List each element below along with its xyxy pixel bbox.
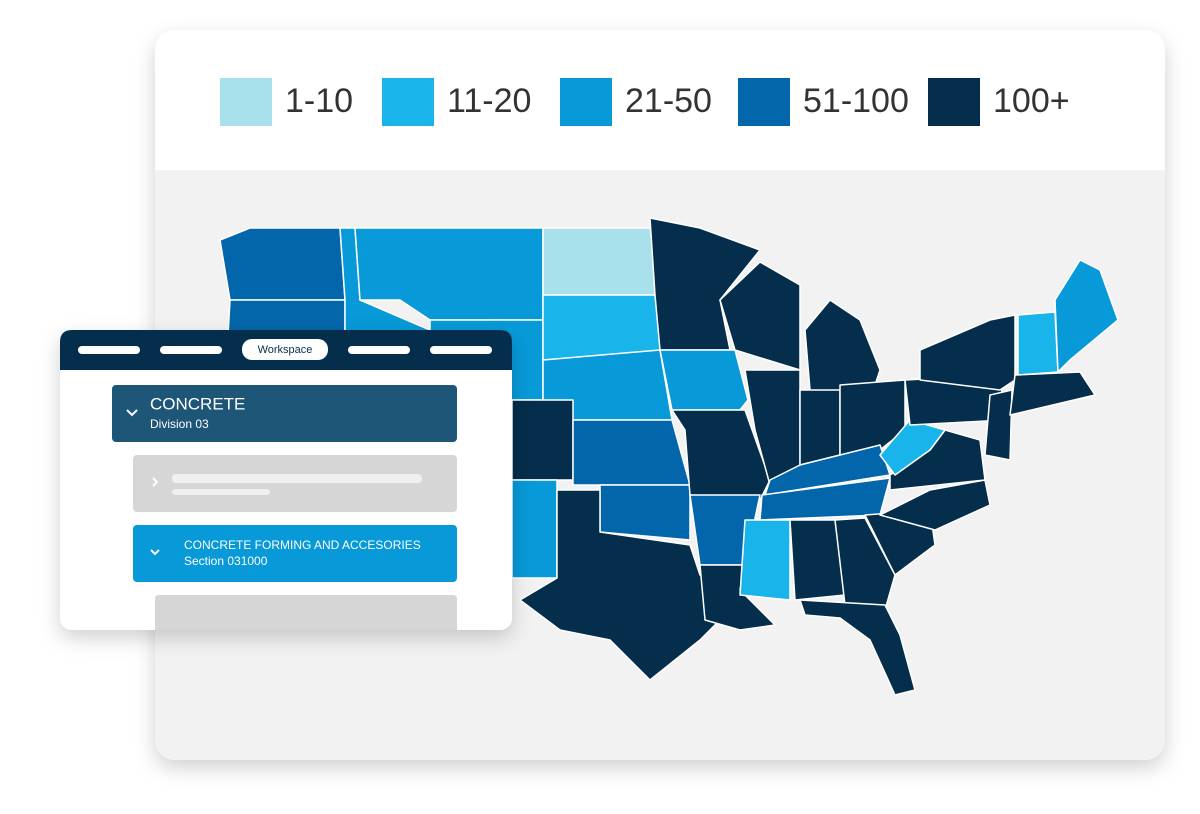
state bbox=[542, 227, 661, 296]
division-title: CONCRETE bbox=[150, 394, 245, 413]
state bbox=[659, 349, 749, 411]
collapsed-row[interactable] bbox=[133, 455, 457, 512]
state bbox=[599, 484, 691, 541]
legend-swatch bbox=[220, 78, 272, 126]
legend-swatch bbox=[560, 78, 612, 126]
legend-label: 21-50 bbox=[625, 82, 712, 120]
workspace-tab-label: Workspace bbox=[258, 344, 313, 356]
state bbox=[519, 489, 741, 681]
state bbox=[799, 389, 841, 466]
state bbox=[649, 217, 761, 351]
state bbox=[879, 419, 946, 476]
legend-swatch bbox=[738, 78, 790, 126]
legend-swatch bbox=[382, 78, 434, 126]
legend-label: 100+ bbox=[993, 82, 1070, 120]
legend: 1-10 11-20 21-50 51-100 100+ bbox=[220, 78, 1070, 126]
state bbox=[511, 399, 574, 481]
state bbox=[219, 227, 346, 301]
legend-label: 11-20 bbox=[447, 82, 531, 120]
legend-label: 51-100 bbox=[803, 82, 909, 120]
state bbox=[834, 517, 896, 611]
state bbox=[719, 261, 801, 371]
state bbox=[572, 419, 691, 486]
state bbox=[671, 409, 771, 501]
state bbox=[799, 599, 916, 696]
division-row[interactable] bbox=[112, 385, 457, 442]
division-subtitle: Division 03 bbox=[150, 417, 209, 431]
state bbox=[739, 519, 791, 601]
legend-swatch bbox=[928, 78, 980, 126]
section-subtitle: Section 031000 bbox=[184, 554, 268, 568]
workspace-panel: Workspace CONCRETE Division 03 CONCRETE … bbox=[60, 330, 512, 630]
state bbox=[542, 294, 661, 361]
state bbox=[984, 389, 1013, 461]
state bbox=[1054, 259, 1119, 373]
section-row[interactable] bbox=[133, 525, 457, 582]
state bbox=[1017, 311, 1059, 376]
us-map bbox=[219, 217, 1119, 696]
section-title: CONCRETE FORMING AND ACCESORIES bbox=[184, 538, 421, 552]
state bbox=[1009, 371, 1096, 416]
state bbox=[879, 479, 991, 531]
state bbox=[511, 479, 558, 579]
legend-label: 1-10 bbox=[285, 82, 353, 120]
workspace-tab[interactable] bbox=[242, 339, 328, 360]
